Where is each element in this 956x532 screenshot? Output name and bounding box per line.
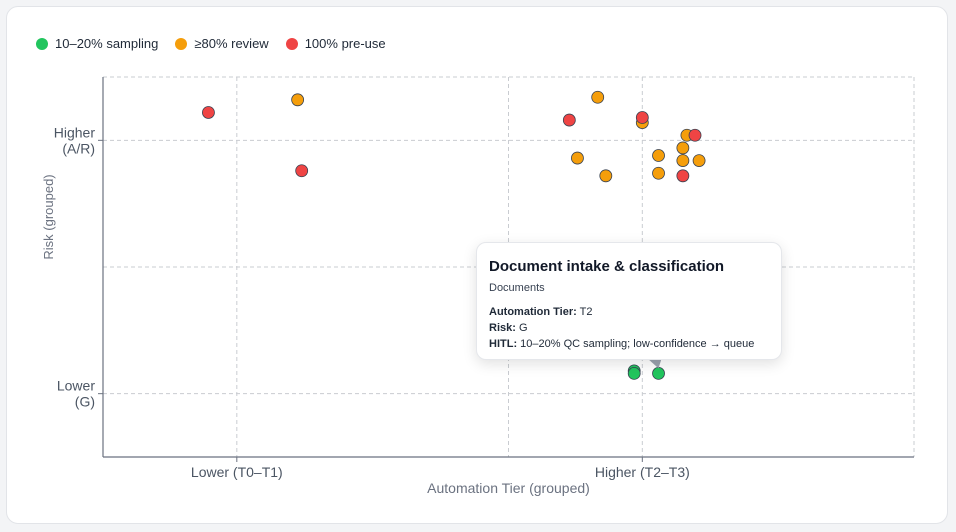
point-100-pre-use-5 (676, 169, 690, 183)
tooltip-subtitle: Documents (489, 282, 545, 294)
y-tick-label-0: Lower (G) (57, 378, 95, 410)
point-80-review-4 (676, 141, 690, 155)
tooltip-key-risk: Risk: (489, 322, 516, 334)
point-80-review-8 (692, 154, 706, 168)
legend-label-preuse: 100% pre-use (304, 36, 386, 51)
tooltip-value-hitl: 10–20% QC sampling; low-confidence → que… (520, 338, 755, 350)
tooltip-key-tier: Automation Tier: (489, 306, 577, 318)
tooltip-rows: Automation Tier: T2 Risk: G HITL: 10–20%… (489, 304, 769, 352)
tooltip-row-hitl: HITL: 10–20% QC sampling; low-confidence… (489, 336, 769, 352)
point-100-pre-use-2 (562, 113, 576, 127)
legend-item-preuse[interactable]: 100% pre-use (285, 36, 386, 51)
legend-label-sampling: 10–20% sampling (55, 36, 159, 51)
point-tooltip: Document intake & classification Documen… (476, 242, 782, 360)
point-80-review-9 (652, 166, 665, 180)
legend-swatch-preuse (285, 37, 298, 50)
point-100-pre-use-4 (688, 128, 702, 142)
point-10-20-sampling-2 (627, 366, 641, 380)
y-tick-label-0-line-0: Lower (57, 378, 95, 394)
point-10-20-sampling-3 (652, 366, 665, 380)
legend-item-sampling[interactable]: 10–20% sampling (36, 36, 158, 51)
point-80-review-7 (676, 154, 690, 168)
point-80-review-6 (652, 149, 665, 162)
tooltip-row-tier: Automation Tier: T2 (489, 304, 769, 320)
x-tick-label-0: Lower (T0–T1) (191, 464, 283, 480)
y-tick-label-1-line-0: Higher (54, 124, 96, 140)
tooltip-value-tier: T2 (579, 306, 593, 318)
legend: 10–20% sampling ≥80% review 100% pre-use (36, 36, 386, 51)
point-100-pre-use-1 (295, 164, 309, 178)
y-tick-label-0-line-1: (G) (75, 394, 95, 410)
y-axis-title: Risk (grouped) (41, 174, 56, 259)
point-80-review-1 (591, 90, 605, 104)
y-tick-label-1: Higher (A/R) (54, 124, 96, 156)
legend-swatch-review (175, 37, 188, 50)
point-80-review-10 (599, 169, 613, 183)
x-tick-label-1: Higher (T2–T3) (595, 464, 690, 480)
legend-label-review: ≥80% review (194, 36, 269, 51)
point-100-pre-use-0 (202, 106, 215, 119)
tooltip-key-hitl: HITL: (489, 338, 518, 350)
x-axis-title: Automation Tier (grouped) (427, 480, 590, 496)
legend-item-review[interactable]: ≥80% review (175, 36, 269, 51)
tooltip-row-risk: Risk: G (489, 320, 769, 336)
y-tick-label-1-line-1: (A/R) (62, 140, 95, 156)
point-100-pre-use-3 (635, 111, 649, 124)
tooltip-value-risk: G (518, 322, 528, 334)
legend-swatch-sampling (36, 37, 48, 50)
point-80-review-5 (571, 151, 584, 165)
point-80-review-0 (291, 93, 305, 107)
tooltip-title: Document intake & classification (489, 258, 725, 275)
